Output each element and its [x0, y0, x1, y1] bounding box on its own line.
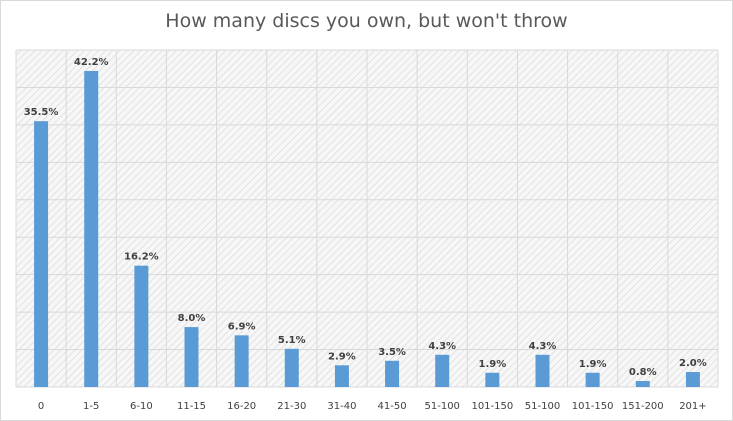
bar-10 [535, 354, 550, 387]
bar-3 [184, 327, 199, 387]
bar-9 [485, 372, 500, 387]
bar-13 [685, 372, 700, 387]
bar-5 [284, 348, 299, 387]
bar-11 [585, 372, 600, 387]
chart-title: How many discs you own, but won't throw [165, 10, 568, 32]
bar-0 [34, 121, 49, 388]
x-tick-label-4: 16-20 [227, 401, 256, 412]
bar-6 [334, 365, 349, 387]
bar-4 [234, 335, 249, 387]
x-tick-label-0: 0 [38, 401, 44, 412]
data-label-8: 4.3% [428, 341, 456, 352]
bar-7 [385, 360, 400, 387]
x-tick-label-8: 51-100 [425, 401, 460, 412]
x-axis-tick-labels: 0 1-5 6-10 11-15 16-20 21-30 31-40 41-50 51-100 1… [38, 401, 707, 412]
x-tick-label-12: 151-200 [622, 401, 664, 412]
x-tick-label-5: 21-30 [277, 401, 306, 412]
bar-12 [635, 381, 650, 387]
x-tick-label-1: 1-5 [83, 401, 99, 412]
data-label-4: 6.9% [228, 321, 256, 332]
gridlines [15, 49, 719, 388]
data-label-10: 4.3% [529, 341, 557, 352]
x-tick-label-9: 101-150 [471, 401, 513, 412]
data-label-0: 35.5% [24, 107, 59, 118]
x-tick-label-6: 31-40 [327, 401, 356, 412]
x-tick-label-3: 11-15 [177, 401, 206, 412]
data-label-3: 8.0% [178, 313, 206, 324]
data-label-13: 2.0% [679, 358, 707, 369]
data-label-7: 3.5% [378, 347, 406, 358]
x-tick-label-7: 41-50 [378, 401, 407, 412]
x-tick-label-2: 6-10 [130, 401, 153, 412]
data-label-5: 5.1% [278, 335, 306, 346]
x-tick-label-13: 201+ [679, 401, 706, 412]
bars [34, 70, 700, 388]
bar-8 [435, 354, 450, 387]
data-labels: 35.5% 42.2% 16.2% 8.0% 6.9% 5.1% 2.9% 3.5% 4.3% 1… [24, 57, 707, 378]
data-label-12: 0.8% [629, 367, 657, 378]
x-tick-label-11: 101-150 [572, 401, 614, 412]
data-label-9: 1.9% [478, 359, 506, 370]
data-label-2: 16.2% [124, 252, 159, 263]
data-label-11: 1.9% [579, 359, 607, 370]
data-label-1: 42.2% [74, 57, 109, 68]
data-label-6: 2.9% [328, 351, 356, 362]
bar-2 [134, 265, 149, 387]
x-tick-label-10: 51-100 [525, 401, 560, 412]
bar-1 [84, 70, 99, 388]
